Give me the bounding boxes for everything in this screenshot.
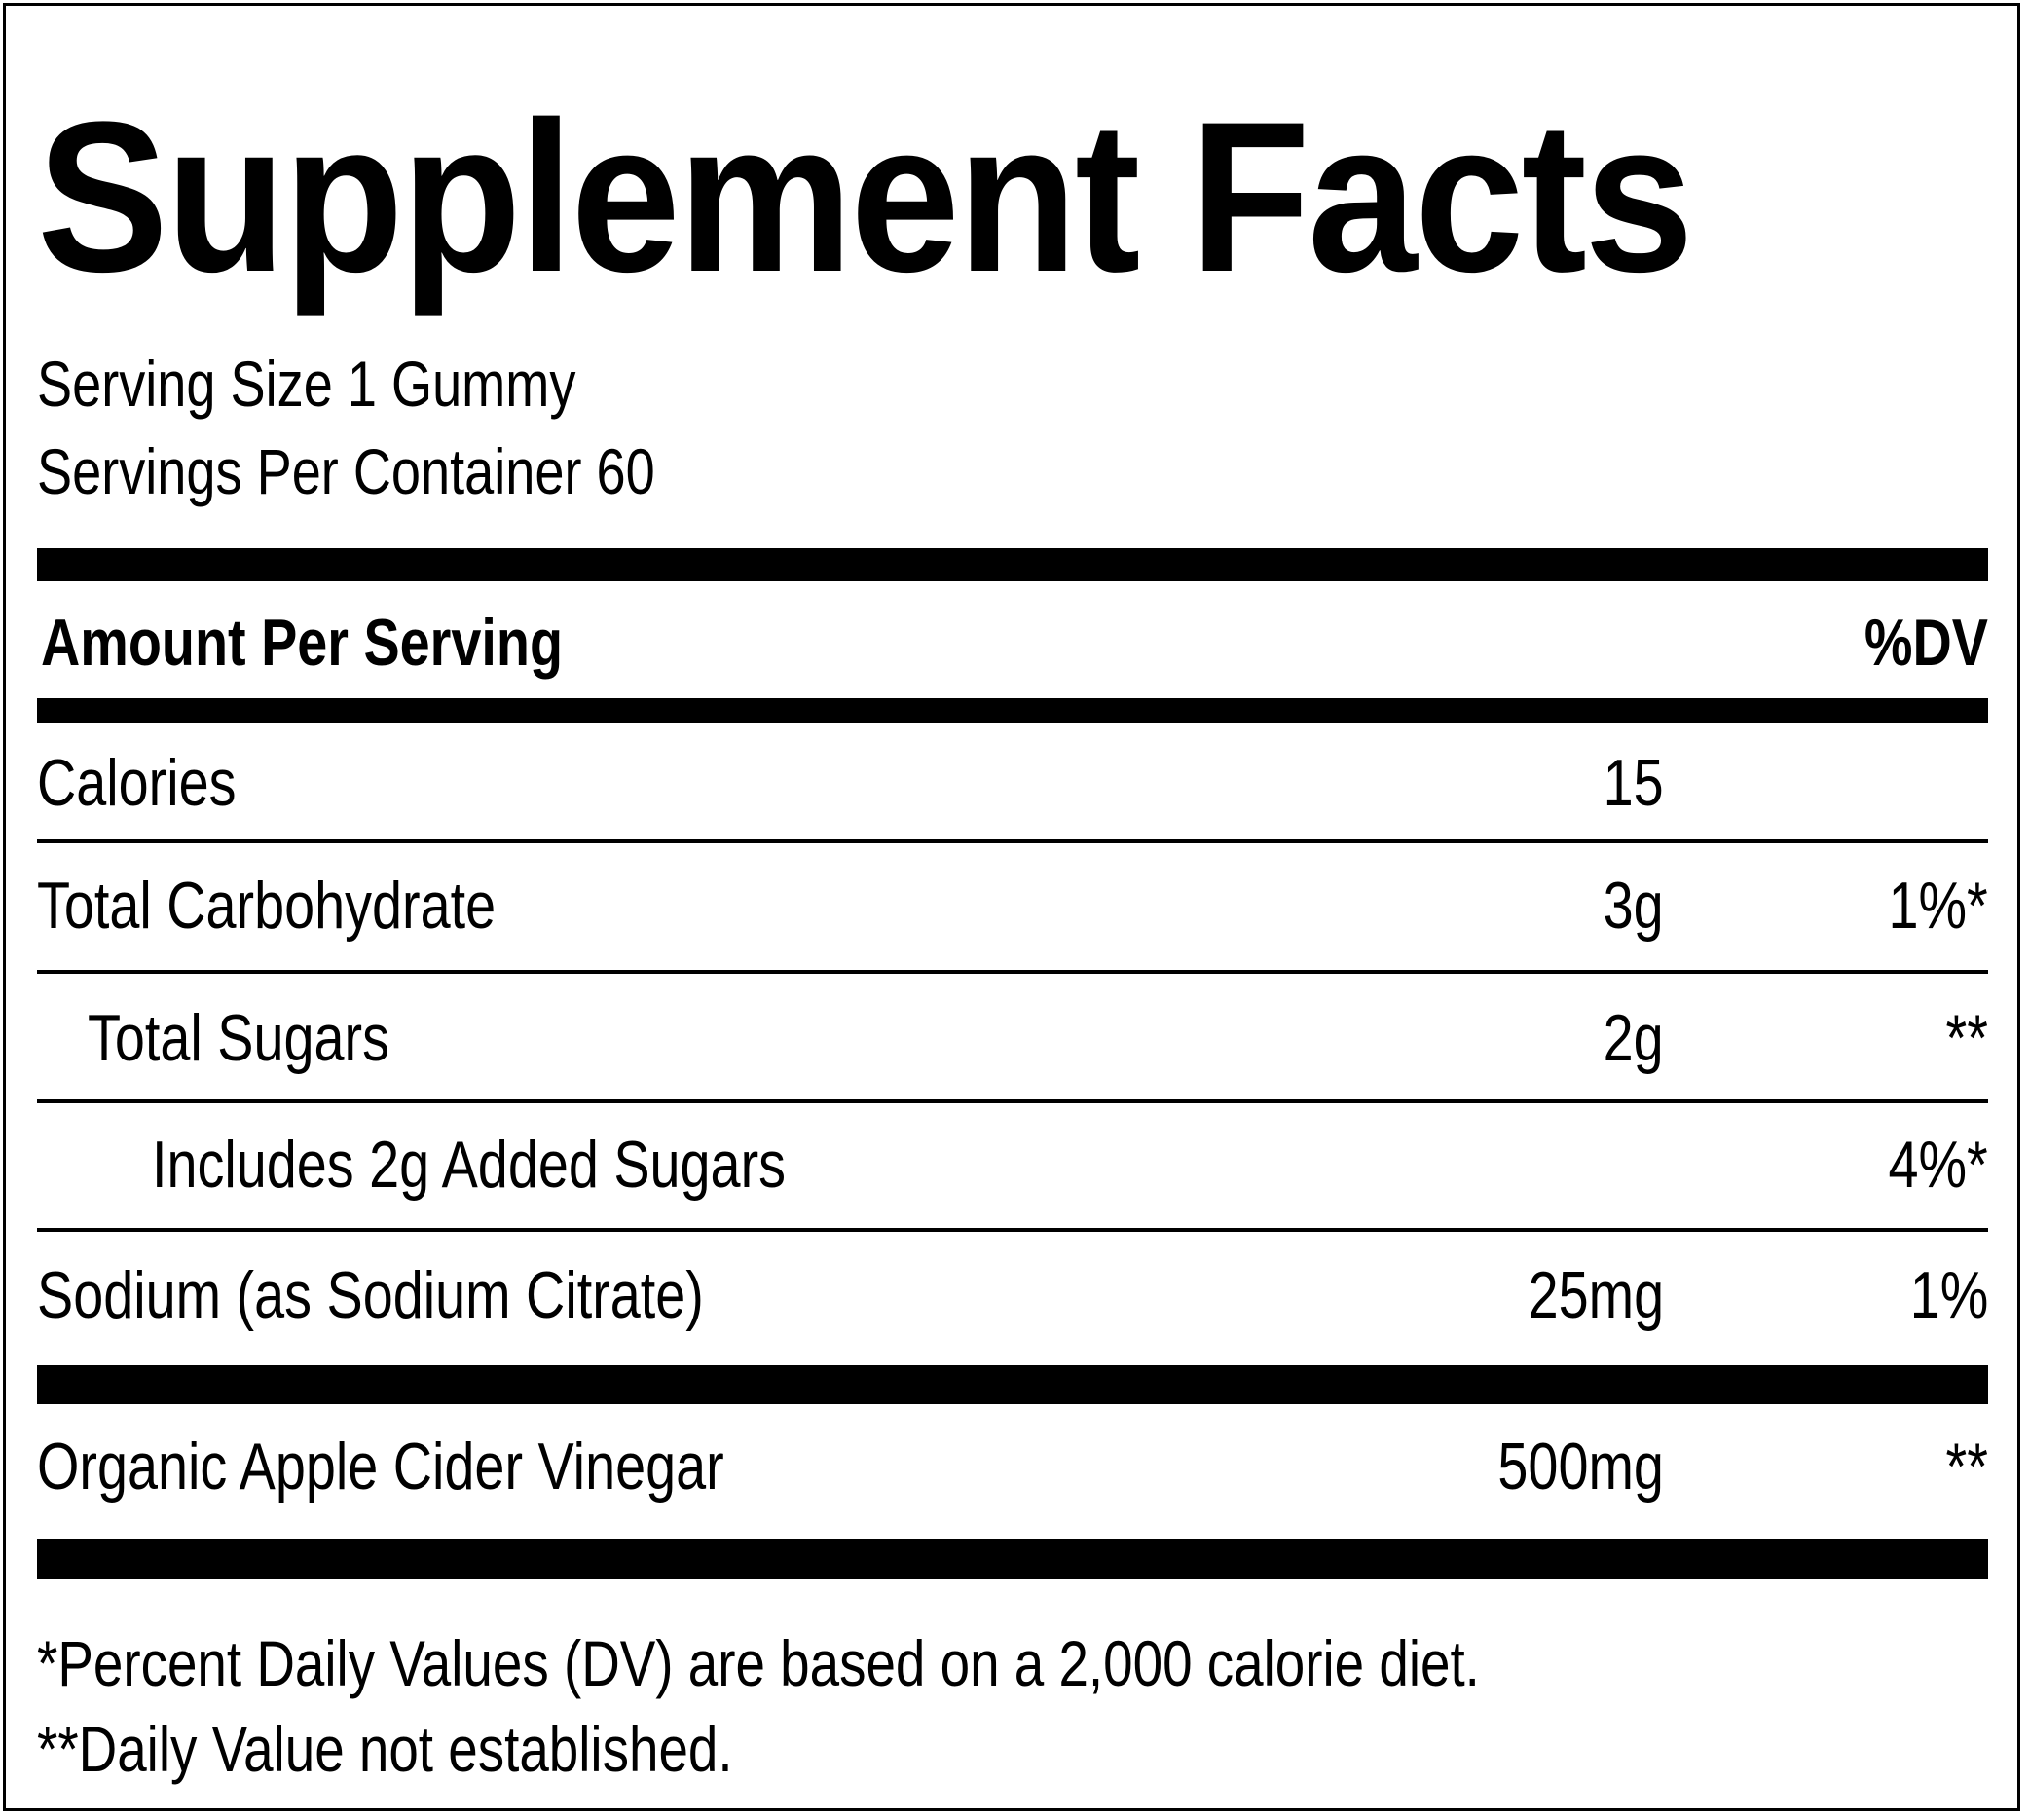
supplement-facts-panel (3, 3, 2020, 1811)
row-divider (37, 970, 1988, 974)
nutrient-amount-apple-cider-vinegar: 500mg (1497, 1430, 1664, 1504)
servings-per-container: Servings Per Container 60 (37, 435, 655, 507)
panel-title: Supplement Facts (37, 77, 1694, 316)
nutrient-amount-calories: 15 (1603, 746, 1664, 820)
divider-bar-top (37, 548, 1988, 581)
amount-per-serving-header: Amount Per Serving (41, 606, 564, 680)
nutrient-name-sodium: Sodium (as Sodium Citrate) (37, 1258, 704, 1332)
nutrient-dv-total-sugars: ** (1945, 1001, 1988, 1075)
nutrient-name-total-carbohydrate: Total Carbohydrate (37, 869, 497, 943)
serving-size: Serving Size 1 Gummy (37, 348, 576, 420)
nutrient-name-total-sugars: Total Sugars (88, 1001, 389, 1075)
nutrient-amount-sodium: 25mg (1528, 1258, 1664, 1332)
divider-bar-header (37, 698, 1988, 723)
footnote-daily-value: *Percent Daily Values (DV) are based on … (37, 1627, 1480, 1699)
nutrient-name-calories: Calories (37, 746, 237, 820)
nutrient-amount-total-carbohydrate: 3g (1603, 869, 1664, 943)
footnote-not-established: **Daily Value not established. (37, 1713, 733, 1785)
nutrient-dv-added-sugars: 4%* (1888, 1128, 1988, 1202)
row-divider (37, 1228, 1988, 1232)
divider-bar-bottom (37, 1539, 1988, 1579)
nutrient-dv-total-carbohydrate: 1%* (1888, 869, 1988, 943)
nutrient-amount-total-sugars: 2g (1603, 1001, 1664, 1075)
row-divider (37, 839, 1988, 843)
nutrient-name-apple-cider-vinegar: Organic Apple Cider Vinegar (37, 1430, 724, 1504)
dv-header: %DV (1863, 606, 1988, 680)
nutrient-dv-sodium: 1% (1909, 1258, 1988, 1332)
nutrient-name-added-sugars: Includes 2g Added Sugars (152, 1128, 787, 1202)
nutrient-dv-apple-cider-vinegar: ** (1945, 1430, 1988, 1504)
row-divider (37, 1099, 1988, 1103)
divider-bar-middle (37, 1365, 1988, 1404)
